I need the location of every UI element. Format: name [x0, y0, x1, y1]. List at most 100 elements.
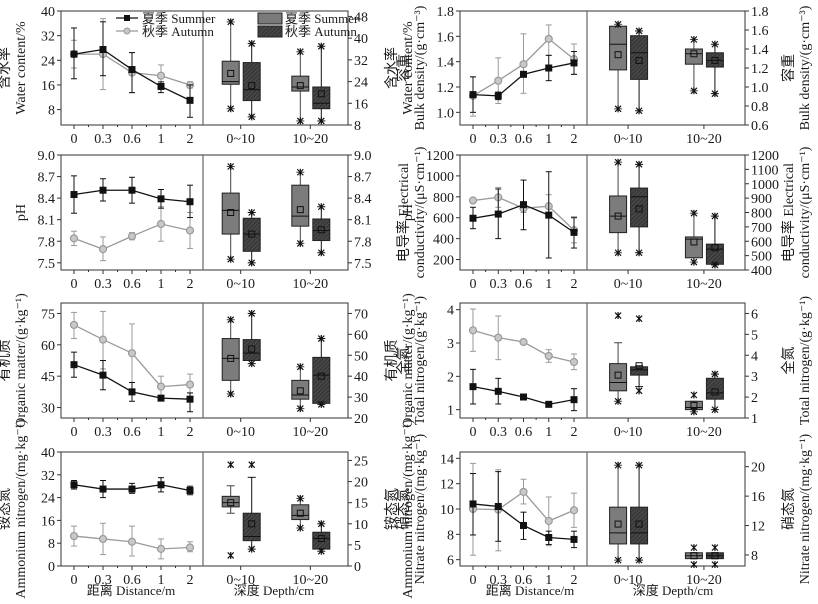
y-tick-label-left: 8	[48, 537, 55, 552]
y-tick-label-right: 70	[354, 307, 368, 322]
y-axis-label-right-en: Nitrate nitrogen/(mg·kg⁻¹)	[798, 433, 813, 584]
y-tick-label-right: 800	[751, 207, 772, 222]
y-tick-label-right: 1.8	[751, 5, 769, 20]
y-tick-label-right: 0	[354, 560, 361, 575]
data-point-autumn	[544, 34, 553, 43]
data-point-autumn	[156, 219, 166, 229]
box-summer	[609, 506, 628, 545]
y-tick-label-right: 0.8	[751, 100, 769, 115]
box-extreme-marker	[711, 261, 719, 269]
y-tick-label-right: 12	[751, 520, 765, 535]
data-point-autumn	[98, 245, 108, 254]
data-point-summer	[545, 534, 553, 541]
box-mean-marker	[635, 205, 643, 213]
x-axis-label-left-col-depth: 深度 Depth/cm	[234, 583, 315, 598]
box-extreme-marker	[227, 551, 235, 559]
box-extreme-marker	[296, 48, 304, 56]
box-extreme-marker	[635, 315, 643, 323]
x-tick-label: 1	[158, 277, 165, 292]
box-mean-marker	[635, 56, 643, 64]
data-point-summer	[186, 198, 194, 206]
y-axis-label-left-en: Water content/%	[14, 21, 29, 115]
series-line-autumn	[472, 329, 575, 363]
y-tick-label-right: 20	[354, 476, 368, 491]
data-point-autumn	[98, 534, 108, 544]
data-point-summer	[186, 486, 194, 494]
box-extreme-marker	[614, 312, 622, 320]
box-extreme-marker	[635, 160, 643, 168]
y-tick-label-left: 3	[447, 337, 454, 352]
box-extreme-marker	[614, 105, 622, 113]
x-tick-label: 0.3	[490, 132, 508, 147]
x-tick-label: 0	[470, 573, 477, 588]
box-extreme-marker	[690, 36, 698, 43]
box-extreme-marker	[227, 316, 235, 324]
legend-label: 秋季 Autumn	[285, 24, 357, 39]
y-tick-label-left: 1.4	[437, 56, 455, 71]
y-tick-label-right: 25	[354, 454, 368, 469]
x-tick-label: 0.6	[515, 277, 533, 292]
y-tick-label-right: 40	[354, 370, 368, 385]
y-tick-label-left: 1.0	[437, 106, 455, 121]
x-tick-label: 0~10	[614, 277, 643, 292]
data-point-summer	[99, 46, 107, 54]
y-tick-label-right: 5	[354, 539, 361, 554]
data-point-summer	[469, 500, 477, 508]
box-extreme-marker	[317, 335, 325, 343]
box-autumn	[312, 86, 331, 110]
box-extreme-marker	[317, 400, 325, 408]
y-tick-label-right: 24	[354, 76, 368, 91]
box-extreme-marker	[296, 405, 304, 413]
box-extreme-marker	[296, 239, 304, 247]
box-extreme-marker	[248, 113, 256, 121]
y-tick-label-right: 7.8	[354, 235, 372, 250]
box-extreme-marker	[635, 461, 643, 469]
y-tick-label-left: 32	[41, 469, 55, 484]
box-mean-marker	[317, 535, 325, 543]
data-point-autumn	[185, 380, 195, 389]
y-axis-label-right-cn: 铵态氮	[384, 488, 400, 530]
x-tick-label: 0.3	[490, 277, 508, 292]
y-tick-label-left: 45	[41, 370, 55, 385]
x-tick-label: 0	[71, 277, 78, 292]
box-extreme-marker	[227, 461, 235, 469]
data-point-autumn	[69, 320, 79, 330]
box-extreme-marker	[690, 209, 698, 217]
box-mean-marker	[635, 520, 643, 528]
data-point-autumn	[569, 506, 579, 515]
box-summer	[609, 25, 628, 71]
box-mean-marker	[227, 499, 235, 507]
y-tick-label-right: 32	[354, 54, 368, 69]
box-extreme-marker	[690, 544, 698, 552]
y-tick-label-right: 8.1	[354, 214, 372, 229]
box-mean-marker	[690, 552, 698, 560]
data-point-autumn	[127, 349, 137, 358]
x-axis-label-right-col-distance: 距离 Distance/m	[486, 583, 574, 598]
box-extreme-marker	[690, 391, 698, 399]
y-axis-label-left-en: Nitrate nitrogen/(mg·kg⁻¹)	[413, 433, 428, 584]
data-point-autumn	[519, 60, 528, 69]
x-tick-label: 0.6	[123, 132, 141, 147]
box-extreme-marker	[317, 547, 325, 555]
x-tick-label: 2	[571, 425, 578, 440]
box-mean-marker	[614, 51, 622, 59]
y-tick-label-right: 48	[354, 10, 368, 25]
box-extreme-marker	[296, 494, 304, 502]
y-tick-label-right: 1.0	[751, 81, 769, 96]
y-tick-label-left: 10	[440, 503, 454, 518]
box-extreme-marker	[614, 397, 622, 405]
box-autumn	[630, 187, 649, 228]
y-axis-label-right-cn: 容重	[780, 54, 797, 82]
x-tick-label: 1	[545, 573, 552, 588]
box-mean-marker	[711, 56, 719, 64]
box-summer	[291, 504, 310, 521]
box-extreme-marker	[635, 249, 643, 257]
box-mean-marker	[227, 209, 235, 216]
x-tick-label: 0.3	[94, 573, 112, 588]
box-extreme-marker	[635, 556, 643, 564]
data-point-summer	[494, 92, 502, 100]
y-tick-label-right: 20	[354, 412, 368, 427]
y-axis-label-left-cn: 硝态氮	[396, 488, 412, 530]
data-point-summer	[520, 521, 527, 529]
